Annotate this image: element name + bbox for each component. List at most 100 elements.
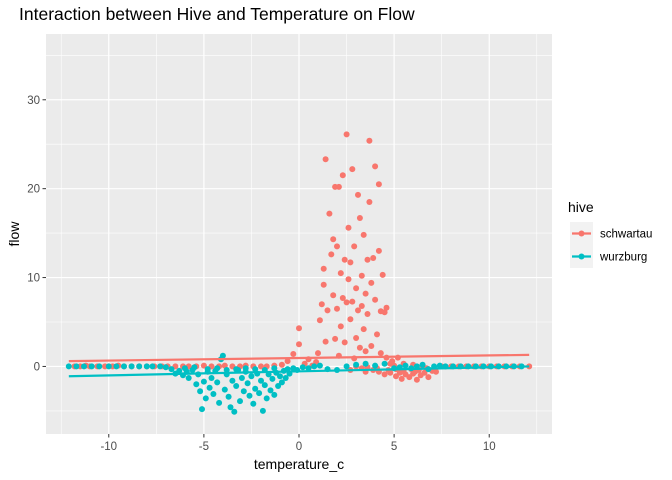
data-point-schwartau	[347, 316, 354, 323]
data-point-schwartau	[341, 339, 348, 346]
data-point-schwartau	[290, 351, 297, 357]
data-point-wurzburg	[275, 383, 282, 389]
data-point-schwartau	[421, 369, 428, 376]
data-point-wurzburg	[271, 365, 278, 372]
data-point-schwartau	[362, 290, 369, 297]
data-point-schwartau	[381, 371, 388, 378]
data-point-wurzburg	[143, 363, 150, 370]
data-point-schwartau	[383, 304, 390, 311]
x-axis: -10 -5 0 5 10	[100, 434, 496, 453]
data-point-wurzburg	[202, 395, 209, 402]
data-point-wurzburg	[204, 366, 211, 373]
data-point-schwartau	[200, 362, 207, 369]
data-point-schwartau	[320, 265, 327, 272]
data-point-schwartau	[318, 301, 325, 308]
data-point-wurzburg	[238, 375, 245, 381]
data-point-schwartau	[296, 341, 302, 348]
data-point-schwartau	[332, 335, 339, 342]
data-point-wurzburg	[242, 365, 249, 372]
data-point-wurzburg	[299, 364, 306, 371]
data-point-wurzburg	[277, 373, 283, 380]
data-point-wurzburg	[311, 363, 318, 370]
data-point-wurzburg	[240, 388, 247, 395]
data-point-wurzburg	[244, 380, 251, 387]
data-point-wurzburg	[263, 395, 270, 402]
points-layer	[65, 131, 533, 415]
series-schwartau-points	[71, 131, 533, 383]
data-point-wurzburg	[278, 379, 285, 386]
data-point-wurzburg	[113, 363, 120, 370]
legend-key-point	[578, 230, 585, 237]
legend: hive schwartau wurzburg	[568, 199, 652, 268]
data-point-wurzburg	[193, 381, 200, 388]
data-point-schwartau	[370, 255, 377, 261]
data-point-wurzburg	[372, 362, 379, 369]
data-point-wurzburg	[267, 387, 274, 394]
data-point-schwartau	[412, 368, 418, 375]
data-point-wurzburg	[252, 385, 259, 392]
data-point-wurzburg	[233, 366, 240, 373]
data-point-wurzburg	[200, 378, 207, 385]
data-point-wurzburg	[128, 363, 135, 370]
data-point-schwartau	[372, 296, 379, 303]
data-point-schwartau	[358, 272, 365, 279]
data-point-wurzburg	[269, 375, 276, 382]
data-point-schwartau	[315, 350, 321, 357]
y-axis: 0 10 20 30	[27, 95, 46, 373]
data-point-schwartau	[358, 303, 365, 309]
data-point-schwartau	[362, 348, 369, 355]
data-point-schwartau	[328, 251, 335, 258]
data-point-wurzburg	[248, 373, 255, 380]
data-point-wurzburg	[199, 406, 205, 413]
data-point-wurzburg	[343, 363, 350, 370]
trend-line-wurzburg	[68, 365, 530, 378]
data-point-schwartau	[374, 331, 380, 338]
data-point-wurzburg	[73, 363, 80, 370]
data-point-wurzburg	[227, 404, 234, 411]
data-point-wurzburg	[136, 363, 143, 370]
data-point-schwartau	[425, 374, 432, 381]
data-point-schwartau	[355, 191, 361, 198]
legend-label-wurzburg: wurzburg	[599, 252, 647, 264]
y-tick-label: 0	[34, 361, 40, 373]
data-point-wurzburg	[88, 363, 95, 370]
data-point-schwartau	[356, 344, 363, 351]
data-point-schwartau	[355, 307, 361, 314]
data-point-schwartau	[377, 350, 384, 357]
data-point-schwartau	[334, 305, 340, 312]
data-point-wurzburg	[353, 361, 360, 368]
data-point-wurzburg	[250, 400, 257, 407]
x-tick-label: -5	[199, 441, 209, 453]
data-point-schwartau	[366, 199, 373, 205]
legend-item-schwartau: schwartau	[570, 222, 652, 245]
data-point-wurzburg	[258, 377, 264, 384]
data-point-schwartau	[345, 224, 352, 231]
data-point-schwartau	[375, 181, 382, 188]
data-point-schwartau	[375, 247, 382, 254]
data-point-wurzburg	[162, 364, 169, 371]
data-point-schwartau	[398, 375, 405, 382]
data-point-schwartau	[389, 358, 396, 365]
data-point-schwartau	[349, 298, 356, 305]
data-point-wurzburg	[229, 377, 236, 384]
data-point-wurzburg	[252, 366, 259, 373]
data-point-schwartau	[526, 363, 533, 370]
x-tick-label: 5	[391, 441, 397, 453]
data-point-wurzburg	[214, 379, 221, 386]
data-point-schwartau	[413, 376, 420, 383]
data-point-wurzburg	[149, 363, 156, 370]
data-point-wurzburg	[191, 364, 198, 371]
y-tick-label: 30	[27, 95, 40, 107]
data-point-wurzburg	[246, 392, 253, 399]
data-point-schwartau	[322, 338, 329, 345]
data-point-schwartau	[330, 292, 337, 299]
data-point-schwartau	[326, 210, 333, 217]
data-point-schwartau	[368, 279, 375, 286]
data-point-schwartau	[372, 163, 379, 170]
data-point-schwartau	[337, 270, 344, 277]
data-point-schwartau	[341, 256, 348, 263]
data-point-wurzburg	[121, 363, 127, 370]
legend-key-point	[578, 253, 585, 260]
data-point-wurzburg	[233, 383, 240, 389]
